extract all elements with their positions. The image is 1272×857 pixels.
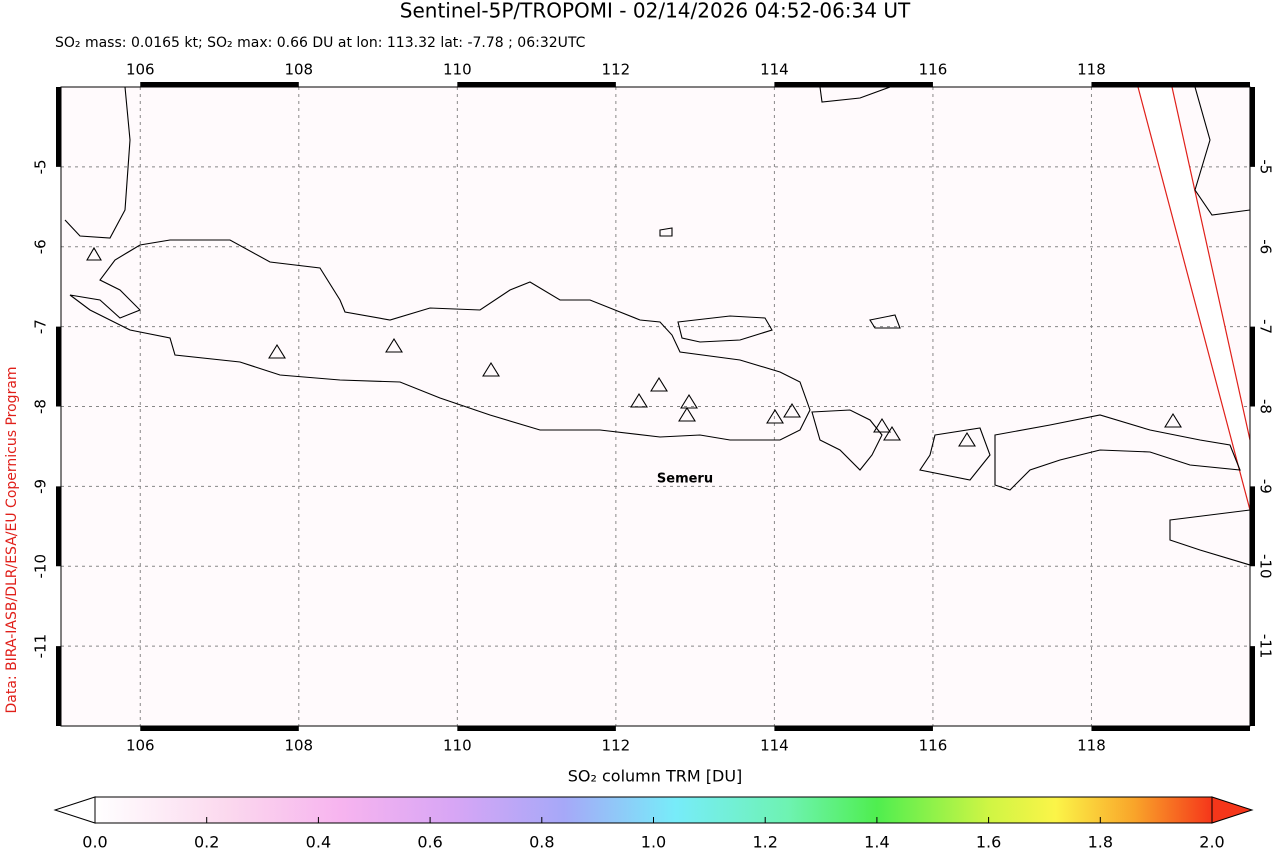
frame-stripe [1250, 486, 1255, 566]
y-tick-label: -5 [1257, 159, 1272, 174]
frame-stripe [140, 726, 299, 731]
colorbar-tick-label: 1.6 [976, 833, 1001, 852]
frame-stripe [457, 82, 616, 87]
y-tick-label: -10 [32, 554, 50, 579]
frame-stripe [1091, 82, 1250, 87]
frame-stripe [56, 486, 61, 566]
credit: Data: BIRA-IASB/DLR/ESA/EU Copernicus Pr… [4, 366, 20, 713]
frame-stripe [774, 82, 933, 87]
y-tick-label: -9 [32, 479, 50, 494]
frame-stripe [1091, 726, 1250, 731]
x-tick-label: 116 [919, 737, 948, 755]
colorbar-tick-label: 1.4 [864, 833, 889, 852]
frame-stripe [56, 646, 61, 726]
x-tick-label: 114 [760, 61, 789, 79]
colorbar-over [1212, 797, 1252, 823]
colorbar-tick-label: 0.4 [306, 833, 331, 852]
y-tick-label: -10 [1257, 554, 1272, 579]
x-tick-label: 108 [284, 737, 313, 755]
frame-stripe [774, 726, 933, 731]
colorbar-tick-label: 2.0 [1199, 833, 1224, 852]
x-tick-label: 106 [126, 61, 155, 79]
subtitle: SO₂ mass: 0.0165 kt; SO₂ max: 0.66 DU at… [55, 35, 586, 51]
frame-stripe [1250, 646, 1255, 726]
colorbar-tick-label: 0.0 [82, 833, 107, 852]
colorbar-tick-label: 1.8 [1088, 833, 1113, 852]
x-tick-label: 114 [760, 737, 789, 755]
y-tick-label: -6 [1257, 239, 1272, 254]
y-tick-label: -8 [1257, 399, 1272, 414]
colorbar-tick-label: 0.6 [417, 833, 442, 852]
colorbar-tick-label: 1.2 [752, 833, 777, 852]
y-tick-label: -9 [1257, 479, 1272, 494]
y-tick-label: -8 [32, 399, 50, 414]
volcano-label: Semeru [657, 472, 713, 487]
x-tick-label: 108 [284, 61, 313, 79]
colorbar-tick-label: 1.0 [641, 833, 666, 852]
frame-stripe [56, 327, 61, 407]
y-tick-label: -11 [32, 634, 50, 659]
x-tick-label: 118 [1077, 737, 1106, 755]
x-tick-label: 118 [1077, 61, 1106, 79]
title: Sentinel-5P/TROPOMI - 02/14/2026 04:52-0… [400, 0, 911, 23]
colorbar-label: SO₂ column TRM [DU] [568, 767, 743, 786]
x-tick-label: 116 [919, 61, 948, 79]
frame-stripe [1250, 327, 1255, 407]
colorbar-tick-label: 0.8 [529, 833, 554, 852]
y-tick-label: -7 [1257, 319, 1272, 334]
frame-stripe [1250, 87, 1255, 167]
x-tick-label: 112 [602, 61, 631, 79]
y-tick-label: -6 [32, 239, 50, 254]
x-tick-label: 110 [443, 61, 472, 79]
frame-stripe [140, 82, 299, 87]
x-tick-label: 112 [602, 737, 631, 755]
colorbar-under [55, 797, 95, 823]
x-tick-label: 106 [126, 737, 155, 755]
x-tick-label: 110 [443, 737, 472, 755]
y-tick-label: -7 [32, 319, 50, 334]
y-tick-label: -11 [1257, 634, 1272, 659]
y-tick-label: -5 [32, 159, 50, 174]
frame-stripe [56, 87, 61, 167]
frame-stripe [457, 726, 616, 731]
colorbar-tick-label: 0.2 [194, 833, 219, 852]
